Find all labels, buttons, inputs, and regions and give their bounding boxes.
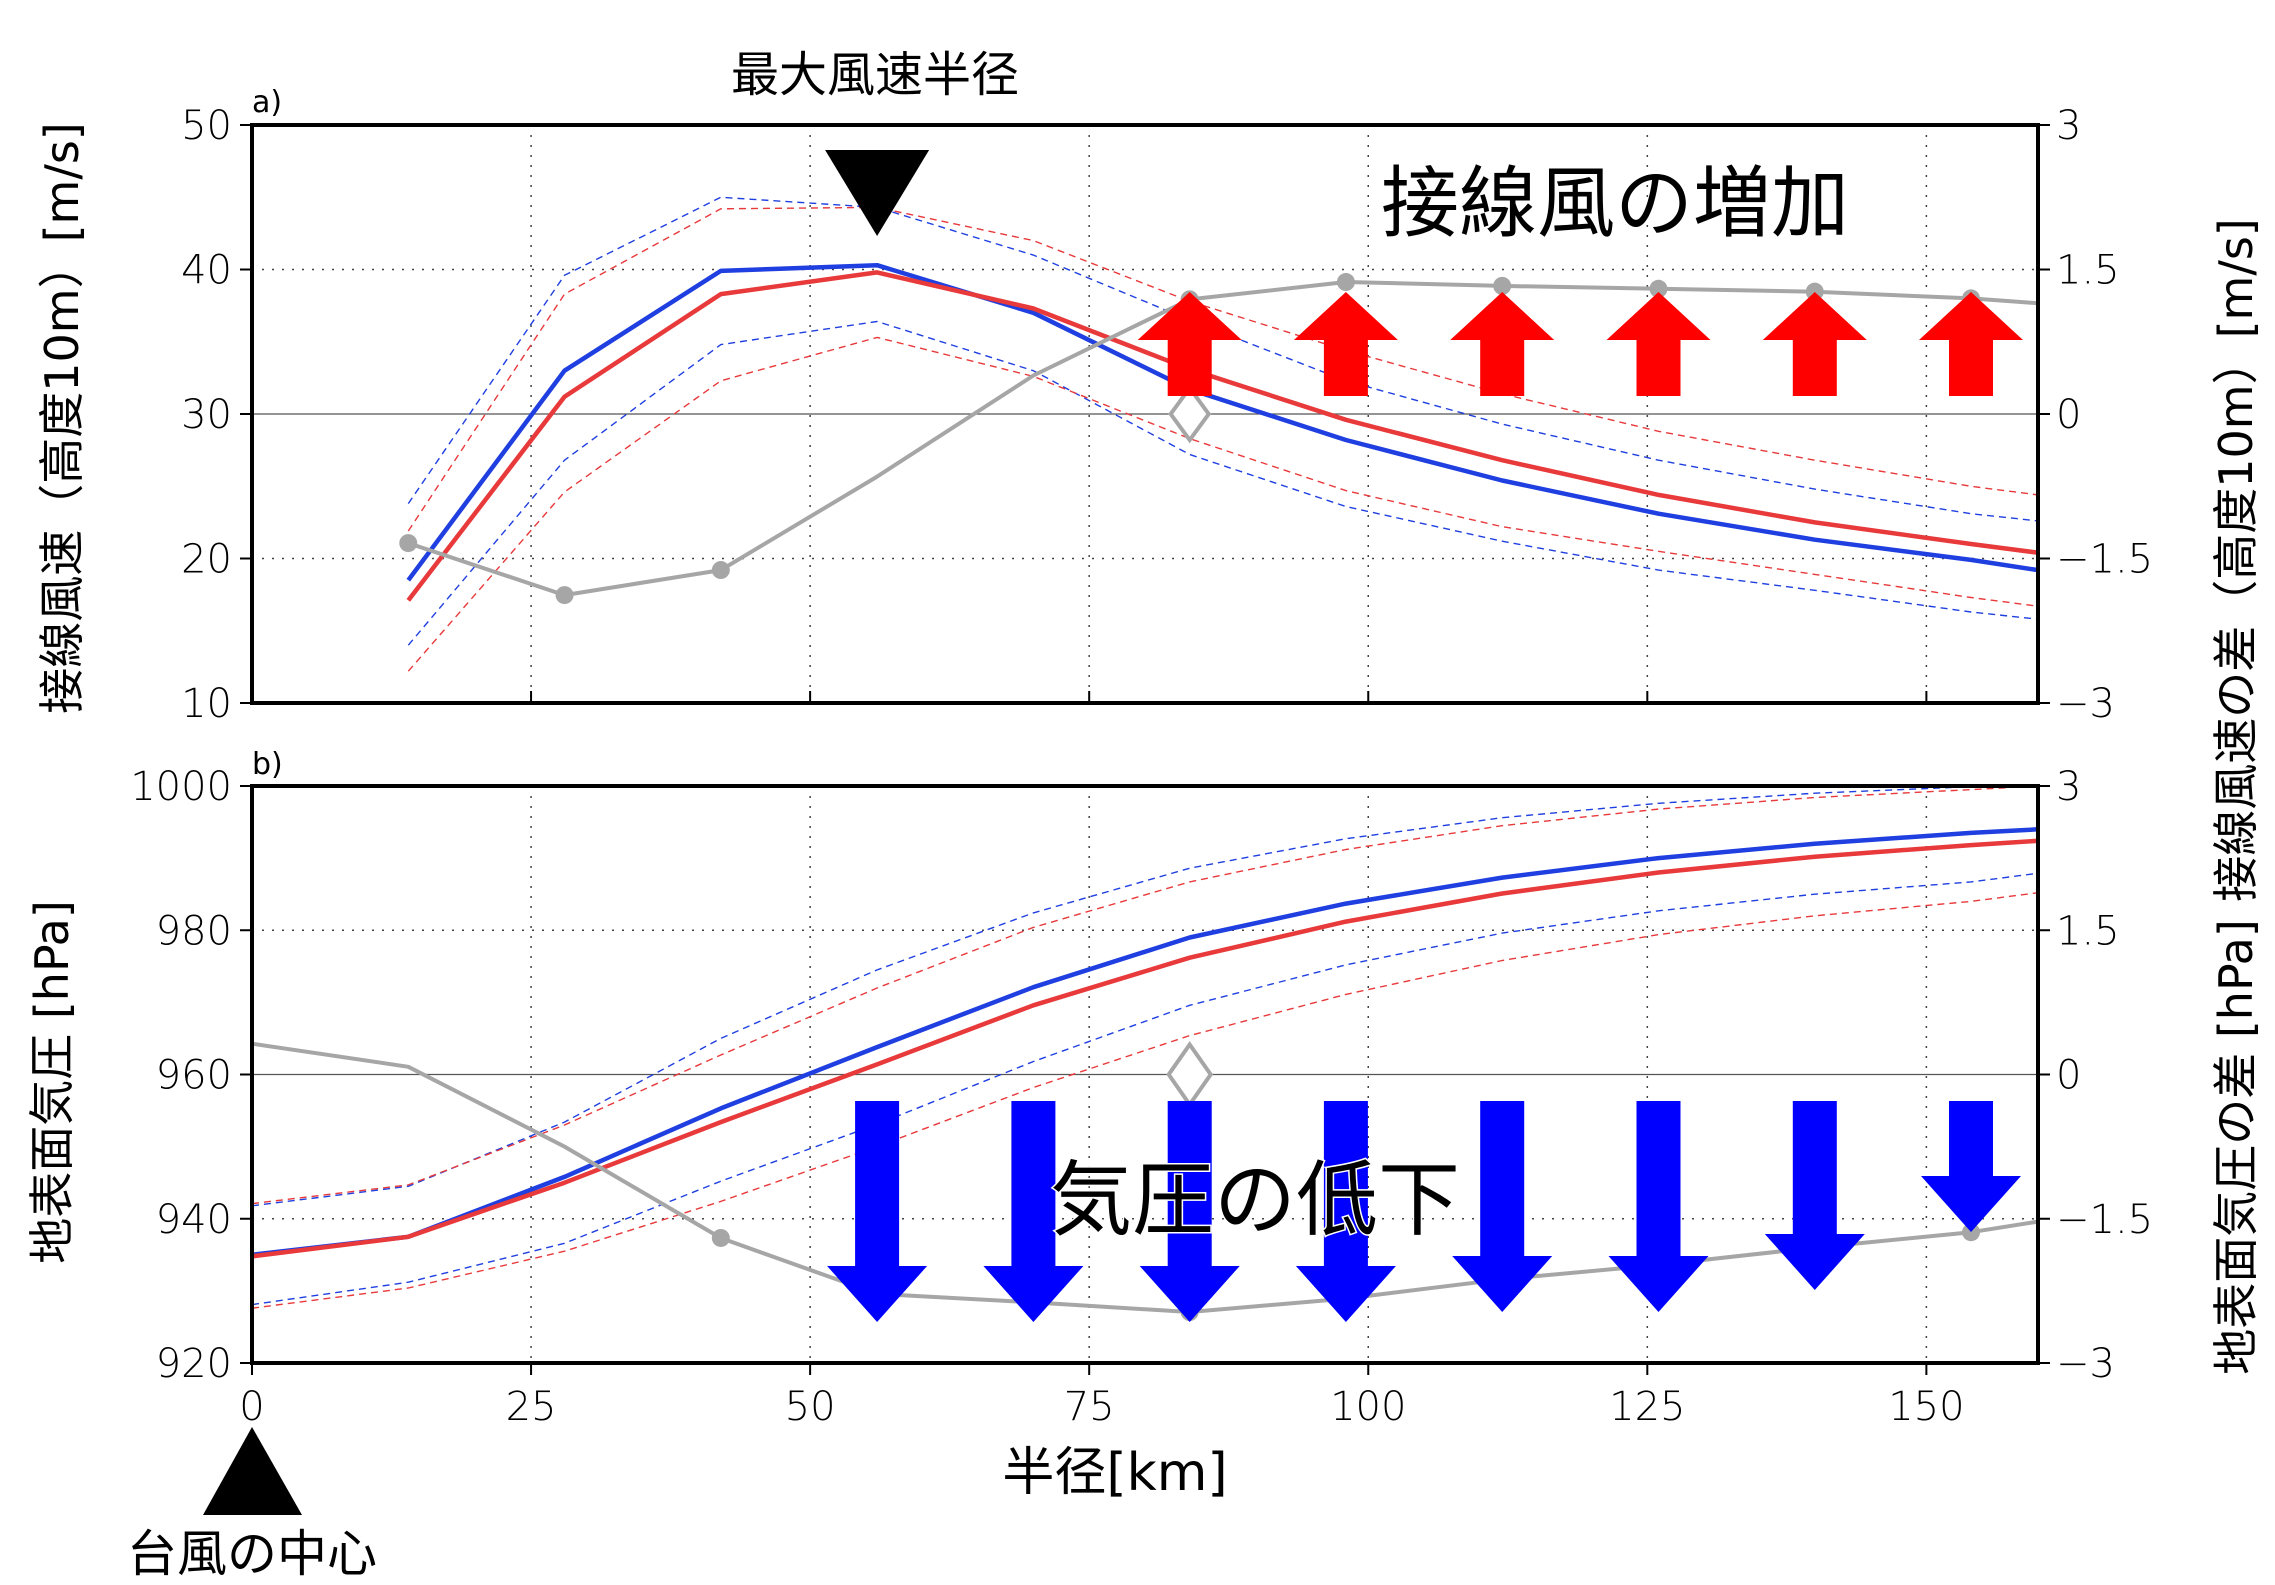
panel-b-diff-marker-11 (1962, 1223, 1981, 1242)
panel-b-xtick-label-50: 50 (785, 1384, 836, 1430)
wind-increase-arrow-154 (1919, 292, 2023, 396)
pressure-drop-arrow-140 (1764, 1101, 1865, 1290)
panel-b-rtick-label-1: −1.5 (2056, 1197, 2153, 1243)
panel-a-ytick-label-30: 30 (181, 392, 232, 438)
panel-b-xtick-label-25: 25 (506, 1384, 557, 1430)
panel-a: 10 20 30 40 50 −3 −1.5 0 1.5 3 (181, 103, 2153, 727)
panel-a-rtick-label-1: −1.5 (2056, 537, 2153, 583)
panel-b-xtick-label-0: 0 (239, 1384, 264, 1430)
panel-b-right-ylabel: 地表面気圧の差 [hPa] (2209, 919, 2263, 1375)
panel-b-xtick-label-100: 100 (1330, 1384, 1406, 1430)
panel-a-ytick-label-20: 20 (181, 537, 232, 583)
panel-b-rtick-label-0: −3 (2056, 1341, 2115, 1387)
panel-b-left-ylabel: 地表面気圧 [hPa] (25, 900, 79, 1264)
wind-increase-arrow-112 (1450, 292, 1555, 396)
panel-b-series-2-blue-dashed (252, 786, 2016, 1207)
pressure-drop-annotation: 気圧の低下 (1050, 1153, 1460, 1248)
panel-a-diff-marker-1 (555, 586, 574, 605)
panel-b-series-4-red-dashed (252, 786, 2038, 1205)
panel-b-diff-diamond (1166, 1041, 1214, 1108)
panel-a-series-4-red-dashed (407, 206, 2038, 532)
panel-a-diff-diamond (1168, 384, 1212, 444)
panel-a-plot-area (252, 125, 2038, 703)
wind-increase-arrow-140 (1762, 292, 1867, 396)
panel-a-series-1-red-solid (406, 270, 2038, 602)
pressure-drop-arrow-70 (983, 1101, 1084, 1322)
wind-increase-arrow-84 (1137, 292, 1242, 396)
pressure-drop-arrow-98 (1295, 1101, 1396, 1322)
panel-b-rtick-label-2: 0 (2056, 1053, 2081, 1099)
pressure-drop-arrow-112 (1452, 1101, 1553, 1312)
panel-b-diff-marker-3 (711, 1228, 730, 1247)
panel-a-series-0-blue-solid (406, 262, 2038, 582)
panel-b-xtick-label-150: 150 (1888, 1384, 1964, 1430)
panel-a-label: a) (252, 85, 282, 120)
panel-a-rtick-label-3: 1.5 (2056, 248, 2120, 294)
panel-b-ytick-label-940: 940 (156, 1197, 232, 1243)
panel-a-left-ylabel: 接線風速（高度10m）[m/s] (35, 122, 89, 714)
pressure-drop-arrow-56 (827, 1101, 928, 1322)
x-axis-label: 半径[km] (1002, 1443, 1227, 1503)
panel-b-xtick-label-75: 75 (1064, 1384, 1115, 1430)
wind-increase-arrow-98 (1293, 292, 1398, 396)
panel-b-ytick-label-920: 920 (156, 1341, 232, 1387)
panel-a-rtick-label-2: 0 (2056, 392, 2081, 438)
typhoon-center-label: 台風の中心 (127, 1525, 377, 1583)
panel-b-label: b) (252, 747, 283, 782)
panel-a-diff-marker-6 (1336, 273, 1355, 292)
panel-a-right-ylabel: 接線風速の差（高度10m）[m/s] (2209, 218, 2263, 902)
panel-a-series-6-gray-solid (407, 280, 2038, 598)
panel-a-ytick-label-50: 50 (181, 103, 232, 149)
panel-b: 920 940 960 980 1000 −3 −1.5 0 1.5 3 0 25 50 75 100 125… (130, 764, 2153, 1515)
panel-a-rtick-label-0: −3 (2056, 681, 2115, 727)
panel-a-ytick-label-10: 10 (181, 681, 232, 727)
panel-a-series-5-red-dashed (407, 336, 2038, 672)
panel-a-diff-marker-2 (711, 561, 730, 580)
panel-a-ytick-label-40: 40 (181, 248, 232, 294)
wind-increase-arrow-126 (1606, 292, 1711, 396)
panel-b-ytick-label-960: 960 (156, 1053, 232, 1099)
wind-increase-annotation: 接線風の増加 (1381, 159, 1849, 249)
pressure-drop-arrow-154 (1921, 1101, 2021, 1232)
pressure-drop-arrow-126 (1608, 1101, 1709, 1312)
panel-a-rtick-label-4: 3 (2056, 103, 2081, 149)
panel-a-diff-marker-7 (1493, 276, 1512, 295)
panel-b-rtick-label-3: 1.5 (2056, 908, 2120, 954)
panel-a-diff-marker-8 (1649, 279, 1668, 298)
rmw-marker-triangle (825, 150, 930, 236)
panel-b-series-1-red-solid (252, 838, 2038, 1259)
panel-b-series-5-red-dashed (252, 892, 2038, 1309)
panel-b-xtick-label-125: 125 (1609, 1384, 1685, 1430)
panel-b-plot-area (252, 786, 2038, 1363)
typhoon-center-triangle (203, 1427, 302, 1515)
panel-a-diff-marker-0 (399, 534, 418, 553)
panel-b-series-0-blue-solid (252, 827, 2038, 1258)
panel-b-ytick-label-1000: 1000 (130, 764, 232, 810)
panel-a-series-2-blue-dashed (407, 196, 2038, 522)
rmw-label: 最大風速半径 (731, 47, 1019, 103)
panel-b-ytick-label-980: 980 (156, 908, 232, 954)
pressure-drop-arrow-84 (1139, 1101, 1240, 1322)
panel-b-rtick-label-4: 3 (2056, 764, 2081, 810)
panel-b-series-3-blue-dashed (252, 872, 2038, 1306)
